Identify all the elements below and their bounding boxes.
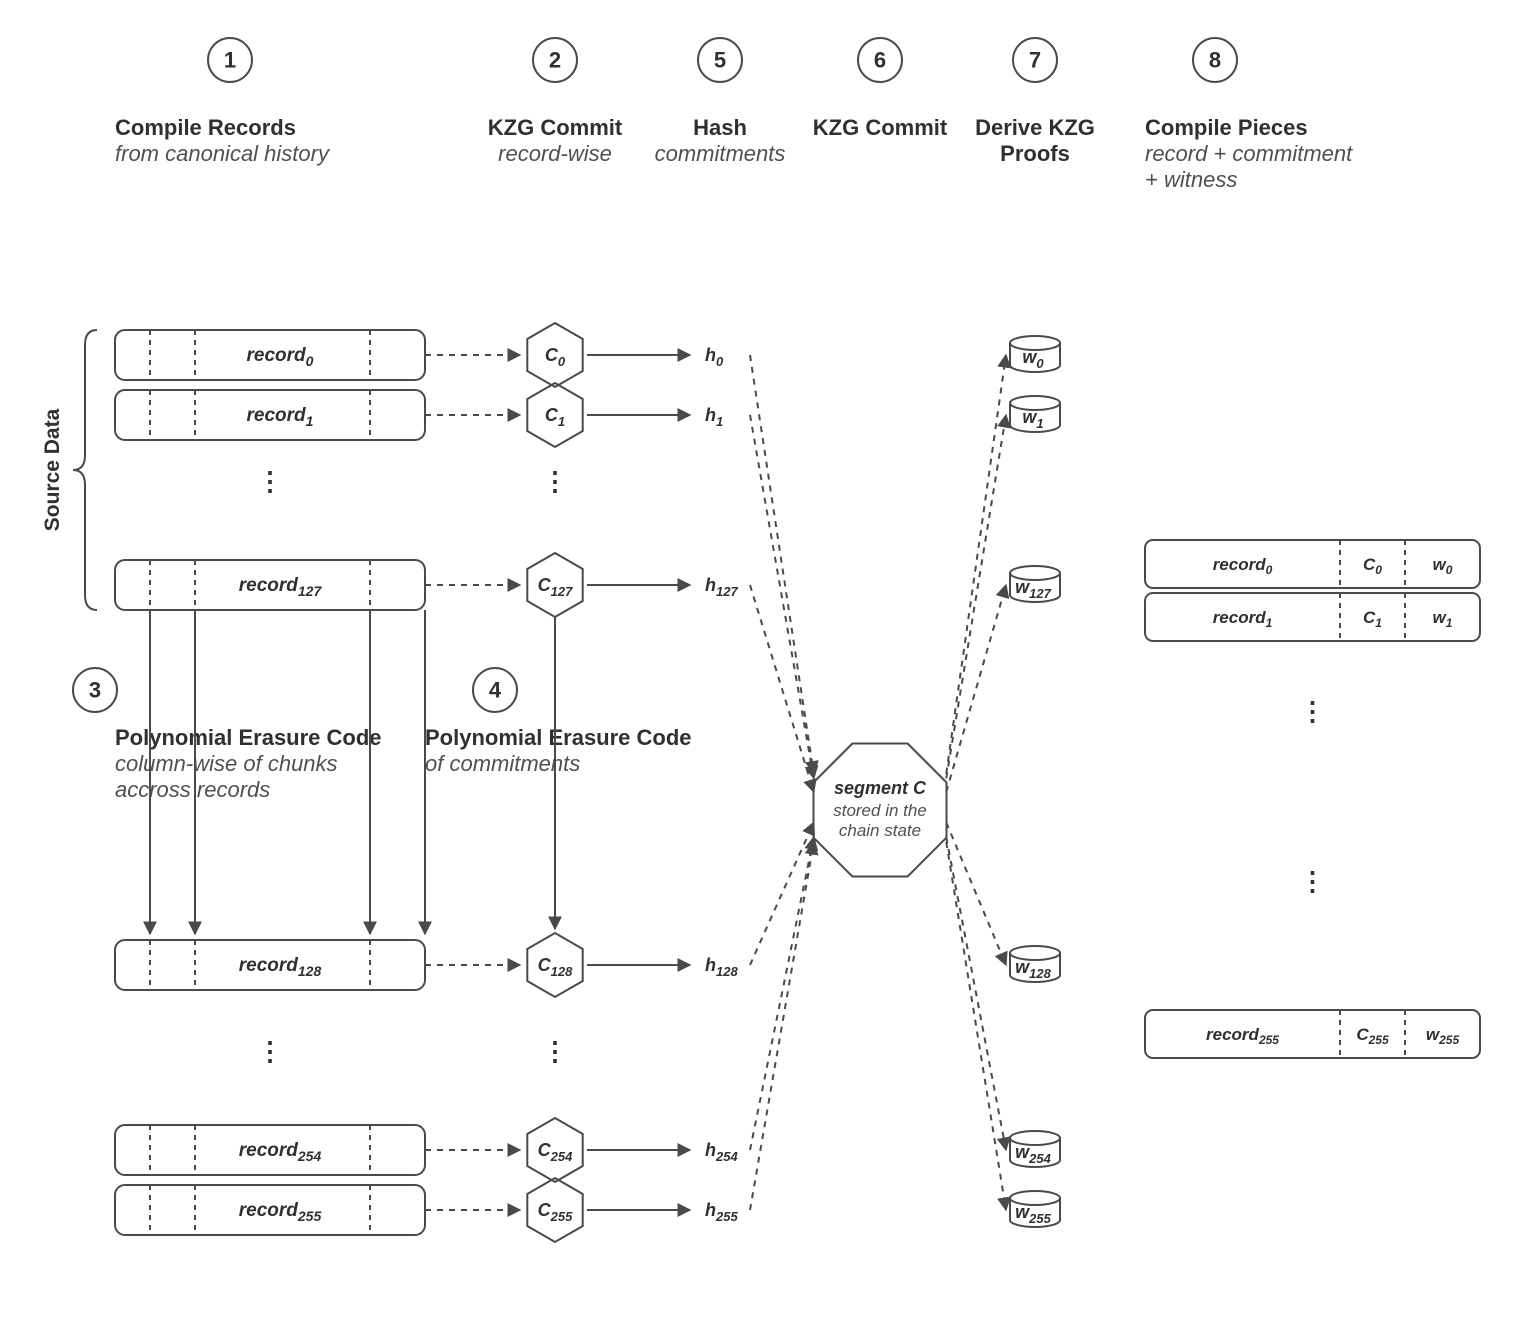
segment-to-witness [946, 837, 1006, 1150]
hash-to-segment [750, 822, 814, 965]
svg-text:record255: record255 [239, 1200, 322, 1225]
witness-128: w128 [1010, 946, 1060, 982]
segment-to-witness [946, 842, 1006, 1210]
hash-to-segment [750, 355, 814, 774]
svg-text:C128: C128 [538, 955, 573, 979]
svg-text:⋮: ⋮ [257, 1036, 283, 1066]
svg-text:⋮: ⋮ [542, 1036, 568, 1066]
record-row-127: record127 C127 h127 [115, 553, 738, 617]
segment-octagon: segment C stored in thechain state [814, 744, 947, 877]
svg-text:C1: C1 [545, 405, 565, 429]
source-brace [73, 330, 97, 610]
step-badge-8: 8 Compile Piecesrecord + commitment+ witn… [1145, 38, 1353, 192]
record-row-255: record255 C255 h255 [115, 1178, 738, 1242]
piece-row-255: record255 C255 w255 [1145, 1010, 1480, 1058]
step-badge-7: 7 Derive KZGProofs [975, 38, 1095, 166]
svg-text:w0: w0 [1433, 555, 1453, 578]
svg-text:record + commitment: record + commitment [1145, 141, 1353, 166]
svg-text:chain state: chain state [839, 821, 921, 840]
segment-to-witness [946, 415, 1006, 778]
svg-text:+ witness: + witness [1145, 167, 1237, 192]
svg-text:stored in the: stored in the [833, 801, 927, 820]
source-data-label: Source Data [41, 408, 64, 531]
piece-row-0: record0 C0 w0 [1145, 540, 1480, 588]
piece-row-1: record1 C1 w1 [1145, 593, 1480, 641]
svg-text:C127: C127 [538, 575, 573, 599]
svg-text:record255: record255 [1206, 1025, 1279, 1048]
hash-to-segment [750, 415, 814, 778]
record-row-128: record128 C128 h128 [115, 933, 738, 997]
svg-text:C0: C0 [1363, 555, 1382, 578]
record-row-1: record1 C1 h1 [115, 383, 723, 447]
step-badge-1: 1 Compile Recordsfrom canonical history [115, 38, 331, 166]
svg-text:column-wise of chunks: column-wise of chunks [115, 751, 338, 776]
svg-text:⋮: ⋮ [257, 466, 283, 496]
svg-text:record0: record0 [247, 345, 314, 370]
svg-text:3: 3 [89, 678, 101, 703]
svg-text:record0: record0 [1213, 555, 1273, 578]
svg-text:w255: w255 [1426, 1025, 1460, 1048]
svg-text:Proofs: Proofs [1000, 141, 1070, 166]
svg-text:Hash: Hash [693, 115, 747, 140]
witness-254: w254 [1010, 1131, 1060, 1167]
svg-text:accross records: accross records [115, 777, 270, 802]
svg-text:6: 6 [874, 48, 886, 73]
svg-text:h254: h254 [705, 1140, 738, 1164]
svg-text:C255: C255 [1356, 1025, 1389, 1048]
step-badge-6: 6 KZG Commit [813, 38, 948, 140]
witness-127: w127 [1010, 566, 1060, 602]
svg-text:KZG Commit: KZG Commit [813, 115, 948, 140]
svg-text:5: 5 [714, 48, 726, 73]
witness-0: w0 [1010, 336, 1060, 372]
svg-text:C0: C0 [545, 345, 566, 369]
svg-text:commitments: commitments [655, 141, 786, 166]
svg-text:Compile Records: Compile Records [115, 115, 296, 140]
svg-text:h0: h0 [705, 345, 724, 369]
svg-text:of commitments: of commitments [425, 751, 580, 776]
svg-text:h127: h127 [705, 575, 738, 599]
step-badge-2: 2 KZG Commitrecord-wise [488, 38, 623, 166]
svg-text:Derive KZG: Derive KZG [975, 115, 1095, 140]
svg-text:Polynomial Erasure Code: Polynomial Erasure Code [425, 725, 692, 750]
segment-to-witness [946, 585, 1006, 792]
svg-text:⋮: ⋮ [542, 466, 568, 496]
svg-text:record-wise: record-wise [498, 141, 612, 166]
svg-text:C1: C1 [1363, 608, 1382, 631]
witness-1: w1 [1010, 396, 1060, 432]
svg-text:8: 8 [1209, 48, 1221, 73]
svg-text:h128: h128 [705, 955, 738, 979]
svg-text:record254: record254 [239, 1140, 322, 1165]
witness-255: w255 [1010, 1191, 1060, 1227]
svg-text:record127: record127 [239, 575, 323, 600]
hash-to-segment [750, 837, 814, 1150]
svg-text:2: 2 [549, 48, 561, 73]
record-row-254: record254 C254 h254 [115, 1118, 738, 1182]
svg-text:Compile Pieces: Compile Pieces [1145, 115, 1308, 140]
svg-text:4: 4 [489, 678, 502, 703]
svg-text:C255: C255 [538, 1200, 573, 1224]
svg-text:C254: C254 [538, 1140, 573, 1164]
step-badge-3: 3 Polynomial Erasure Codecolumn-wise of c… [73, 668, 382, 802]
hash-to-segment [750, 842, 814, 1210]
segment-to-witness [946, 355, 1006, 774]
svg-text:segment C: segment C [834, 778, 927, 798]
svg-text:record128: record128 [239, 955, 322, 980]
svg-text:Polynomial Erasure Code: Polynomial Erasure Code [115, 725, 382, 750]
step-badge-5: 5 Hashcommitments [655, 38, 786, 166]
diagram-root: 1 Compile Recordsfrom canonical history 2 K… [0, 0, 1530, 1330]
svg-text:h1: h1 [705, 405, 723, 429]
hash-to-segment [750, 585, 814, 792]
svg-text:w1: w1 [1433, 608, 1453, 631]
svg-text:record1: record1 [247, 405, 314, 430]
svg-text:from canonical history: from canonical history [115, 141, 331, 166]
record-row-0: record0 C0 h0 [115, 323, 724, 387]
svg-text:KZG Commit: KZG Commit [488, 115, 623, 140]
svg-text:⋮: ⋮ [1300, 696, 1326, 726]
svg-text:h255: h255 [705, 1200, 738, 1224]
step-badge-4: 4 Polynomial Erasure Codeof commitments [425, 668, 692, 776]
svg-text:⋮: ⋮ [1300, 866, 1326, 896]
svg-text:record1: record1 [1213, 608, 1273, 631]
svg-text:1: 1 [224, 48, 236, 73]
svg-text:7: 7 [1029, 48, 1041, 73]
